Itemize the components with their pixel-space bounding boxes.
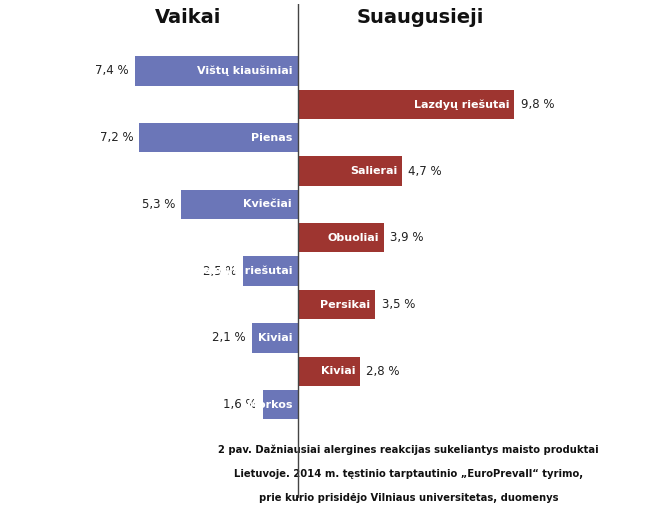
Bar xyxy=(135,56,298,85)
Text: 2,5 %: 2,5 % xyxy=(204,265,237,278)
Text: 2 pav. Dažniausiai alergines reakcijas sukeliantys maisto produktai: 2 pav. Dažniausiai alergines reakcijas s… xyxy=(218,444,599,455)
Text: 4,7 %: 4,7 % xyxy=(408,165,442,177)
Text: 2,8 %: 2,8 % xyxy=(366,365,399,378)
Text: Vištų kiaušiniai: Vištų kiaušiniai xyxy=(196,66,292,76)
Text: Morkos: Morkos xyxy=(247,400,292,409)
Bar xyxy=(243,257,298,286)
Bar xyxy=(263,390,298,419)
Text: Salierai: Salierai xyxy=(350,166,397,176)
Text: 1,6 %: 1,6 % xyxy=(223,398,257,411)
Text: 3,9 %: 3,9 % xyxy=(391,231,424,244)
Text: 3,5 %: 3,5 % xyxy=(381,298,415,311)
Text: Lazdyų riešutai: Lazdyų riešutai xyxy=(196,266,292,276)
Text: 7,4 %: 7,4 % xyxy=(95,65,129,77)
Bar xyxy=(298,290,375,319)
Text: Persikai: Persikai xyxy=(320,300,371,309)
Text: 9,8 %: 9,8 % xyxy=(521,98,554,111)
Bar xyxy=(298,156,402,186)
Bar xyxy=(252,323,298,353)
Bar xyxy=(298,357,360,386)
Text: prie kurio prisidėjo Vilniaus universitetas, duomenys: prie kurio prisidėjo Vilniaus universite… xyxy=(259,493,558,503)
Bar xyxy=(139,123,298,152)
Text: Suaugusieji: Suaugusieji xyxy=(357,8,484,27)
Text: 7,2 %: 7,2 % xyxy=(100,131,133,144)
Text: 2,1 %: 2,1 % xyxy=(212,331,246,344)
Text: Lazdyų riešutai: Lazdyų riešutai xyxy=(414,99,509,110)
Bar xyxy=(298,223,385,252)
Text: Kiviai: Kiviai xyxy=(257,333,292,343)
Text: Kiviai: Kiviai xyxy=(321,366,355,376)
Bar xyxy=(182,189,298,219)
Text: Obuoliai: Obuoliai xyxy=(328,233,379,243)
Bar xyxy=(298,89,515,119)
Text: Lietuvoje. 2014 m. tęstinio tarptautinio „EuroPrevall“ tyrimo,: Lietuvoje. 2014 m. tęstinio tarptautinio… xyxy=(234,469,583,479)
Text: 5,3 %: 5,3 % xyxy=(142,198,176,211)
Text: Kviečiai: Kviečiai xyxy=(243,200,292,209)
Text: Pienas: Pienas xyxy=(251,133,292,143)
Text: Vaikai: Vaikai xyxy=(155,8,221,27)
